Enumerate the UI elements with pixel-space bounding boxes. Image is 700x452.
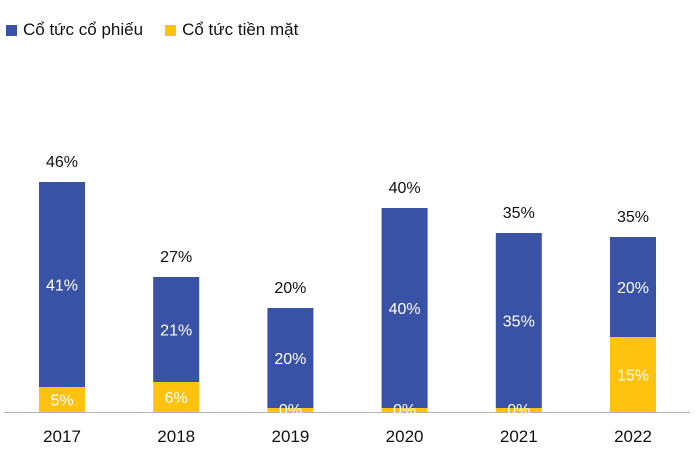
legend: Cổ tức cổ phiếu Cổ tức tiền mặt xyxy=(6,20,320,40)
bar-cash-dividend-2019 xyxy=(267,408,314,412)
bar-cash-dividend-2017 xyxy=(39,387,85,412)
bar-stock-dividend-2018 xyxy=(153,277,200,382)
bar-stock-dividend-2021 xyxy=(495,233,542,408)
data-label-total-2017: 46% xyxy=(46,154,78,171)
bar-stock-dividend-2020 xyxy=(381,208,428,408)
data-label-cash-dividend-2018: 6% xyxy=(165,390,188,407)
bar-cash-dividend-2020 xyxy=(381,408,428,412)
data-label-stock-dividend-2021: 35% xyxy=(503,314,535,331)
bar-cash-dividend-2022 xyxy=(610,337,656,412)
data-label-stock-dividend-2018: 21% xyxy=(160,323,192,340)
x-tick-label-2017: 2017 xyxy=(43,427,81,446)
legend-label-cash-dividend: Cổ tức tiền mặt xyxy=(182,20,299,39)
data-label-stock-dividend-2020: 40% xyxy=(389,301,421,318)
data-label-stock-dividend-2019: 20% xyxy=(274,351,306,368)
data-label-cash-dividend-2022: 15% xyxy=(617,368,649,385)
data-label-total-2019: 20% xyxy=(274,280,306,297)
data-label-total-2018: 27% xyxy=(160,249,192,266)
x-tick-label-2020: 2020 xyxy=(386,427,424,446)
data-label-cash-dividend-2020: 0% xyxy=(393,402,416,419)
x-tick-label-2021: 2021 xyxy=(500,427,538,446)
data-label-stock-dividend-2022: 20% xyxy=(617,280,649,297)
legend-swatch-stock-dividend xyxy=(6,24,17,36)
bar-stock-dividend-2019 xyxy=(267,308,314,408)
bar-stock-dividend-2017 xyxy=(39,182,85,387)
data-label-cash-dividend-2019: 0% xyxy=(279,402,302,419)
data-label-total-2022: 35% xyxy=(617,209,649,226)
x-tick-label-2018: 2018 xyxy=(157,427,195,446)
data-label-cash-dividend-2021: 0% xyxy=(507,402,530,419)
data-label-total-2020: 40% xyxy=(389,180,421,197)
legend-label-stock-dividend: Cổ tức cổ phiếu xyxy=(23,20,144,39)
legend-item-stock-dividend: Cổ tức cổ phiếu xyxy=(6,20,143,40)
legend-swatch-cash-dividend xyxy=(165,24,177,36)
x-tick-label-2022: 2022 xyxy=(614,427,652,446)
bar-cash-dividend-2021 xyxy=(495,408,542,412)
bar-cash-dividend-2018 xyxy=(153,382,200,412)
data-label-stock-dividend-2017: 41% xyxy=(46,278,78,295)
legend-item-cash-dividend: Cổ tức tiền mặt xyxy=(165,20,298,40)
data-label-total-2021: 35% xyxy=(503,205,535,222)
x-tick-label-2019: 2019 xyxy=(271,427,309,446)
data-label-cash-dividend-2017: 5% xyxy=(50,393,73,410)
bar-stock-dividend-2022 xyxy=(610,237,656,337)
